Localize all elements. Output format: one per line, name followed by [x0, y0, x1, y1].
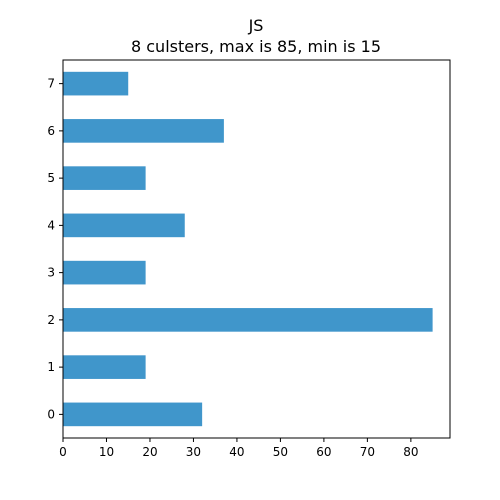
- bar-5: [63, 166, 146, 190]
- x-tick-label: 30: [186, 445, 201, 459]
- bar-4: [63, 214, 185, 238]
- x-tick-label: 20: [142, 445, 157, 459]
- x-tick-label: 10: [99, 445, 114, 459]
- y-tick-label: 2: [47, 313, 55, 327]
- bar-6: [63, 119, 224, 143]
- y-tick-label: 6: [47, 124, 55, 138]
- x-tick-label: 80: [403, 445, 418, 459]
- x-axis-ticks: 0 10 20 30 40 50 60 70 80: [59, 438, 418, 459]
- plot-frame: [63, 60, 450, 438]
- y-tick-label: 3: [47, 266, 55, 280]
- bar-3: [63, 261, 146, 285]
- y-axis-ticks: 0 1 2 3 4 5 6 7: [47, 77, 63, 422]
- chart-subtitle: 8 culsters, max is 85, min is 15: [131, 37, 381, 56]
- chart-title: JS: [248, 16, 264, 35]
- x-tick-label: 0: [59, 445, 67, 459]
- y-tick-label: 0: [47, 407, 55, 421]
- bar-7: [63, 72, 128, 96]
- bar-2: [63, 308, 433, 332]
- x-tick-label: 70: [360, 445, 375, 459]
- y-tick-label: 7: [47, 77, 55, 91]
- bar-0: [63, 403, 202, 427]
- bar-1: [63, 355, 146, 379]
- y-tick-label: 4: [47, 218, 55, 232]
- bars-group: [63, 72, 433, 426]
- y-tick-label: 1: [47, 360, 55, 374]
- x-tick-label: 60: [316, 445, 331, 459]
- x-tick-label: 40: [229, 445, 244, 459]
- y-tick-label: 5: [47, 171, 55, 185]
- x-tick-label: 50: [273, 445, 288, 459]
